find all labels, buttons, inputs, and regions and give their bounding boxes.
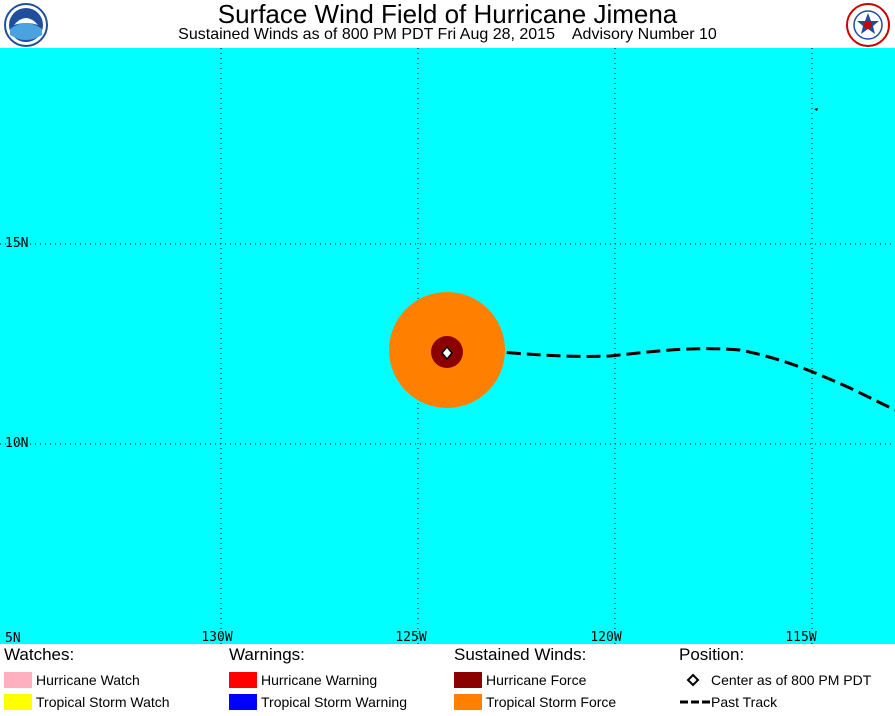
legend-item-center: Center as of 800 PM PDT: [679, 672, 893, 690]
legend-watches-heading: Watches:: [4, 645, 75, 664]
island-speck: [814, 108, 818, 111]
legend-label: Hurricane Warning: [261, 672, 378, 688]
longitude-label-130w: 130W: [201, 630, 233, 644]
legend-warnings: Warnings: Hurricane Warning Tropical Sto…: [229, 644, 449, 710]
legend-warnings-heading: Warnings:: [229, 645, 305, 664]
header: Surface Wind Field of Hurricane Jimena S…: [0, 0, 895, 48]
legend-winds-heading: Sustained Winds:: [454, 645, 587, 664]
legend-sustained-winds: Sustained Winds: Hurricane Force Tropica…: [454, 644, 674, 710]
latitude-label-5n: 5N: [5, 631, 21, 644]
longitude-label-125w: 125W: [395, 630, 427, 644]
legend-label: Tropical Storm Warning: [261, 694, 408, 710]
grid-lines: [0, 48, 895, 644]
legend-item-hurricane-force: Hurricane Force: [454, 672, 674, 690]
hurricane-watch-swatch: [4, 672, 32, 688]
latitude-label-10n: 10N: [5, 436, 29, 451]
legend-item-tropical-storm-warning: Tropical Storm Warning: [229, 694, 449, 712]
legend-position-heading: Position:: [679, 645, 745, 664]
legend-item-tropical-storm-force: Tropical Storm Force: [454, 694, 674, 712]
storm-center-diamond-icon: [441, 345, 453, 361]
legend-item-tropical-storm-watch: Tropical Storm Watch: [4, 694, 224, 712]
longitude-label-115w: 115W: [785, 630, 817, 644]
tropical-storm-warning-swatch: [229, 694, 257, 710]
legend-label: Hurricane Force: [486, 672, 587, 688]
map-title: Surface Wind Field of Hurricane Jimena: [217, 0, 678, 29]
dashed-line-icon: [680, 700, 710, 704]
legend-item-past-track: Past Track: [679, 694, 893, 712]
map-svg: [0, 48, 895, 644]
longitude-label-120w: 120W: [590, 630, 622, 644]
noaa-logo: [4, 3, 48, 47]
nws-logo: [846, 3, 890, 47]
hurricane-warning-swatch: [229, 672, 257, 688]
legend-label: Center as of 800 PM PDT: [711, 672, 872, 688]
tropical-storm-watch-swatch: [4, 694, 32, 710]
hurricane-force-swatch: [454, 672, 482, 688]
diamond-icon: [686, 673, 700, 687]
map-subtitle: Sustained Winds as of 800 PM PDT Fri Aug…: [178, 26, 717, 43]
latitude-label-15n: 15N: [5, 236, 29, 251]
legend-item-hurricane-watch: Hurricane Watch: [4, 672, 224, 690]
legend-item-hurricane-warning: Hurricane Warning: [229, 672, 449, 690]
legend-label: Tropical Storm Watch: [36, 694, 170, 710]
legend-position: Position: Center as of 800 PM PDT Past T…: [679, 644, 893, 710]
legend-watches: Watches: Hurricane Watch Tropical Storm …: [4, 644, 224, 710]
map-area: 15N 10N 5N 130W 125W 120W 115W: [0, 48, 895, 644]
legend-label: Past Track: [711, 694, 778, 710]
legend-label: Tropical Storm Force: [486, 694, 617, 710]
tropical-storm-force-swatch: [454, 694, 482, 710]
past-track-line: [446, 347, 895, 412]
legend: Watches: Hurricane Watch Tropical Storm …: [0, 644, 895, 716]
legend-label: Hurricane Watch: [36, 672, 140, 688]
